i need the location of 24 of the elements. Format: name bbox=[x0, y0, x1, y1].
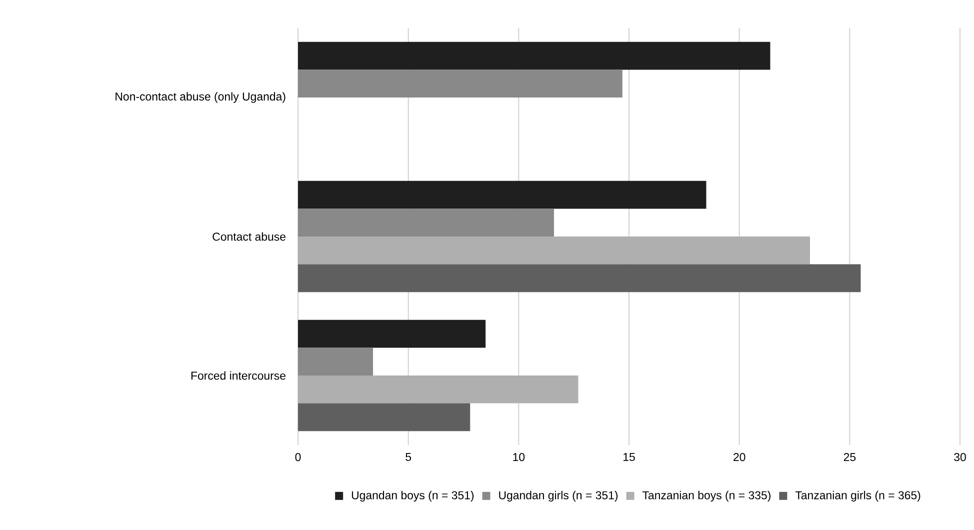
bar bbox=[298, 264, 861, 292]
x-tick-label: 25 bbox=[844, 453, 856, 462]
bar bbox=[298, 208, 554, 236]
x-tick-label: 0 bbox=[295, 453, 301, 462]
y-tick-label: Forced intercourse bbox=[191, 371, 286, 380]
bar bbox=[298, 42, 770, 70]
legend-label: Tanzanian girls (n = 365) bbox=[795, 490, 920, 502]
bar bbox=[298, 376, 578, 404]
bar bbox=[298, 70, 622, 98]
legend-label: Ugandan girls (n = 351) bbox=[499, 490, 618, 502]
x-tick-label: 30 bbox=[954, 453, 966, 462]
bar bbox=[298, 403, 470, 432]
bar bbox=[298, 236, 810, 264]
y-tick-label: Contact abuse bbox=[212, 232, 286, 241]
bar bbox=[298, 320, 486, 348]
y-tick-label: Non-contact abuse (only Uganda) bbox=[116, 92, 286, 103]
bar bbox=[298, 180, 706, 209]
bar bbox=[298, 348, 374, 376]
legend-label: Ugandan boys (n = 351) bbox=[352, 490, 474, 502]
legend-label: Tanzanian boys (n = 335) bbox=[642, 490, 770, 502]
x-tick-label: 15 bbox=[624, 453, 635, 461]
x-tick-label: 20 bbox=[734, 453, 746, 462]
x-tick-label: 5 bbox=[406, 453, 412, 461]
x-tick-label: 10 bbox=[513, 453, 525, 462]
